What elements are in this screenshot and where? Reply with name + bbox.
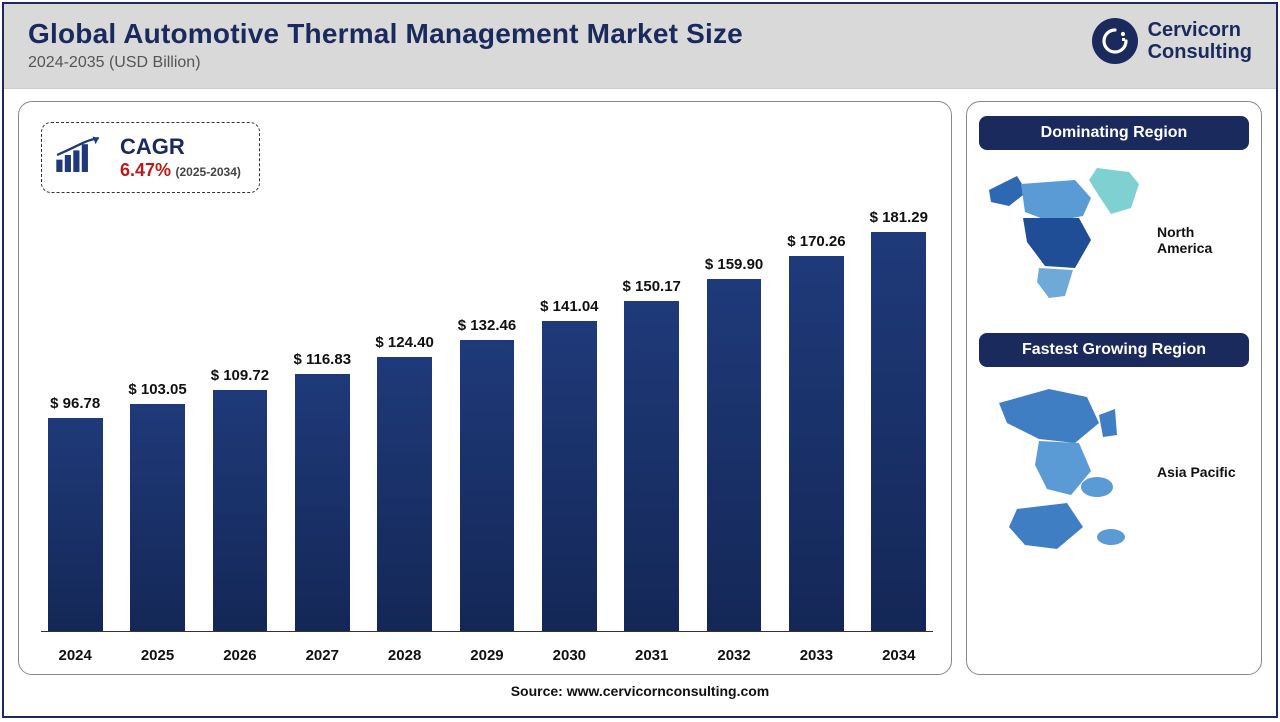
bar-col: $ 150.17 bbox=[618, 152, 686, 631]
bar-value-label: $ 141.04 bbox=[540, 298, 598, 315]
growth-chart-icon bbox=[54, 133, 108, 182]
bar-col: $ 141.04 bbox=[535, 152, 603, 631]
dominating-region-badge: Dominating Region bbox=[979, 116, 1249, 150]
x-axis-label: 2031 bbox=[618, 647, 686, 664]
bar-value-label: $ 132.46 bbox=[458, 317, 516, 334]
x-axis-label: 2028 bbox=[370, 647, 438, 664]
bar-col: $ 116.83 bbox=[288, 152, 356, 631]
bar-rect bbox=[460, 340, 515, 631]
cagr-callout: CAGR 6.47% (2025-2034) bbox=[41, 122, 260, 193]
bar-rect bbox=[48, 418, 103, 631]
x-axis-label: 2033 bbox=[782, 647, 850, 664]
bar-col: $ 124.40 bbox=[370, 152, 438, 631]
bar-value-label: $ 116.83 bbox=[293, 351, 351, 368]
asia-pacific-map-icon bbox=[979, 379, 1149, 564]
x-axis-label: 2030 bbox=[535, 647, 603, 664]
x-axis-label: 2024 bbox=[41, 647, 109, 664]
bar-rect bbox=[789, 256, 844, 631]
bar-rect bbox=[624, 301, 679, 631]
bar-value-label: $ 96.78 bbox=[50, 395, 100, 412]
cagr-period: (2025-2034) bbox=[176, 165, 241, 179]
x-axis-label: 2032 bbox=[700, 647, 768, 664]
x-axis-label: 2027 bbox=[288, 647, 356, 664]
bar-value-label: $ 170.26 bbox=[787, 233, 845, 250]
bar-chart: $ 96.78 $ 103.05 $ 109.72 $ 116.83 $ 124.40 $… bbox=[41, 152, 933, 632]
source-label: Source: bbox=[511, 683, 567, 699]
bar-value-label: $ 159.90 bbox=[705, 256, 763, 273]
x-axis-label: 2026 bbox=[206, 647, 274, 664]
x-axis-label: 2034 bbox=[865, 647, 933, 664]
bar-rect bbox=[295, 374, 350, 631]
cagr-text: CAGR 6.47% (2025-2034) bbox=[120, 134, 241, 181]
dominating-region-block: North America bbox=[979, 162, 1249, 317]
source-line: Source: www.cervicornconsulting.com bbox=[4, 683, 1276, 699]
bar-col: $ 181.29 bbox=[865, 152, 933, 631]
chart-panel: CAGR 6.47% (2025-2034) $ 96.78$ 103.05$ … bbox=[18, 101, 952, 675]
logo-text-bottom: Consulting bbox=[1148, 41, 1252, 63]
bar-value-label: $ 150.17 bbox=[623, 278, 681, 295]
header-text-block: Global Automotive Thermal Management Mar… bbox=[28, 18, 743, 72]
bar-col: $ 96.78 bbox=[41, 152, 109, 631]
bar-value-label: $ 103.05 bbox=[128, 381, 186, 398]
bar-rect bbox=[377, 357, 432, 631]
fastest-region-block: Asia Pacific bbox=[979, 379, 1249, 564]
cagr-label: CAGR bbox=[120, 134, 241, 160]
logo-text-top: Cervicorn bbox=[1148, 19, 1252, 41]
bar-value-label: $ 124.40 bbox=[375, 334, 433, 351]
bar-col: $ 103.05 bbox=[123, 152, 191, 631]
fastest-region-label: Asia Pacific bbox=[1157, 464, 1249, 480]
body-area: CAGR 6.47% (2025-2034) $ 96.78$ 103.05$ … bbox=[4, 89, 1276, 679]
bar-col: $ 109.72 bbox=[206, 152, 274, 631]
region-panel: Dominating Region North America Fastest … bbox=[966, 101, 1262, 675]
bar-rect bbox=[707, 279, 762, 631]
logo-text: Cervicorn Consulting bbox=[1148, 19, 1252, 63]
x-axis-label: 2029 bbox=[453, 647, 521, 664]
bar-rect bbox=[871, 232, 926, 631]
page-title: Global Automotive Thermal Management Mar… bbox=[28, 18, 743, 50]
outer-frame: Global Automotive Thermal Management Mar… bbox=[2, 2, 1278, 718]
fastest-region-badge: Fastest Growing Region bbox=[979, 333, 1249, 367]
logo: Cervicorn Consulting bbox=[1092, 18, 1252, 64]
source-url: www.cervicornconsulting.com bbox=[567, 683, 770, 699]
x-axis-label: 2025 bbox=[123, 647, 191, 664]
x-axis-labels: 2024 2025 2026 2027 2028 2029 2030 2031 2032 2033… bbox=[41, 647, 933, 664]
bar-col: $ 170.26 bbox=[782, 152, 850, 631]
cagr-value: 6.47% bbox=[120, 160, 171, 180]
bar-rect bbox=[542, 321, 597, 631]
header: Global Automotive Thermal Management Mar… bbox=[4, 4, 1276, 89]
page-subtitle: 2024-2035 (USD Billion) bbox=[28, 54, 743, 72]
bar-col: $ 159.90 bbox=[700, 152, 768, 631]
dominating-region-label: North America bbox=[1157, 224, 1249, 256]
bar-value-label: $ 109.72 bbox=[211, 367, 269, 384]
bar-rect bbox=[213, 390, 268, 631]
logo-icon bbox=[1092, 18, 1138, 64]
bar-col: $ 132.46 bbox=[453, 152, 521, 631]
north-america-map-icon bbox=[979, 162, 1149, 317]
bar-rect bbox=[130, 404, 185, 631]
bar-value-label: $ 181.29 bbox=[870, 209, 928, 226]
